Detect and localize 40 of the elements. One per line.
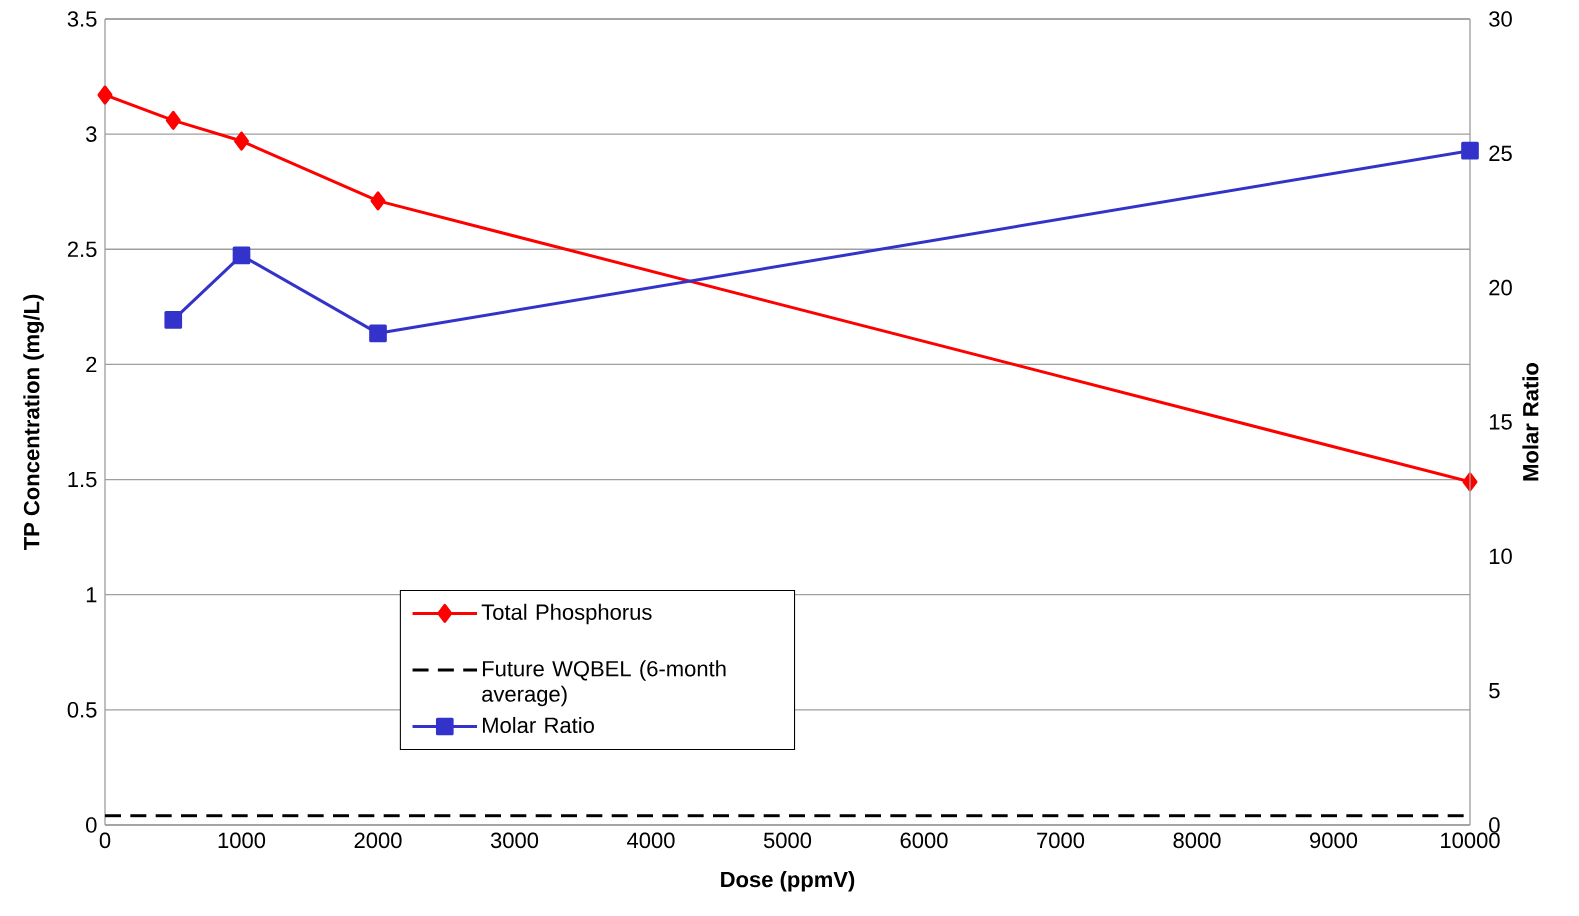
legend-label: Future WQBEL (6-month average) bbox=[482, 660, 726, 707]
y2-axis-title: Molar Ratio bbox=[1522, 362, 1539, 481]
point bbox=[1461, 141, 1479, 160]
x-tick-label: 3000 bbox=[490, 832, 539, 849]
point bbox=[370, 191, 386, 211]
y-tick-label: 3 bbox=[86, 126, 97, 142]
y-tick-label: 3.5 bbox=[67, 11, 97, 27]
x-tick-label: 6000 bbox=[900, 832, 948, 849]
y2-tick-label: 30 bbox=[1489, 11, 1512, 27]
y2-tick-label: 15 bbox=[1489, 414, 1512, 430]
x-tick-label: 7000 bbox=[1037, 832, 1085, 849]
y2-tick-label: 10 bbox=[1489, 548, 1512, 565]
x-tick-label: 8000 bbox=[1173, 832, 1221, 849]
x-tick-label: 10000 bbox=[1441, 832, 1500, 849]
y-tick-label: 0.5 bbox=[67, 702, 97, 718]
point bbox=[369, 324, 387, 343]
legend-label: Molar Ratio bbox=[483, 716, 594, 734]
y-tick-label: 2 bbox=[86, 356, 97, 373]
y-tick-label: 1 bbox=[86, 587, 97, 603]
y-tick-label: 2.5 bbox=[67, 241, 97, 258]
point bbox=[164, 311, 183, 329]
y2-tick-label: 25 bbox=[1489, 145, 1512, 162]
legend-label: Total Phosphorus bbox=[481, 603, 652, 625]
y2-tick-label: 0 bbox=[1489, 817, 1500, 833]
x-tick-label: 0 bbox=[99, 832, 111, 849]
point bbox=[165, 110, 181, 130]
y2-tick-label: 20 bbox=[1489, 279, 1512, 296]
y-axis-title: TP Concentration (mg/L) bbox=[23, 294, 44, 551]
x-tick-label: 9000 bbox=[1310, 832, 1358, 849]
point bbox=[234, 131, 249, 151]
x-tick-label: 2000 bbox=[354, 832, 402, 849]
x-tick-label: 4000 bbox=[627, 832, 675, 849]
x-tick-label: 5000 bbox=[763, 832, 812, 849]
x-axis-title: Dose (ppmV) bbox=[721, 871, 855, 892]
y2-tick-label: 5 bbox=[1489, 682, 1500, 699]
y-tick-label: 0 bbox=[86, 817, 97, 833]
point bbox=[97, 85, 113, 105]
point bbox=[232, 246, 251, 265]
x-tick-label: 1000 bbox=[218, 832, 266, 849]
y-tick-label: 1.5 bbox=[68, 471, 97, 488]
